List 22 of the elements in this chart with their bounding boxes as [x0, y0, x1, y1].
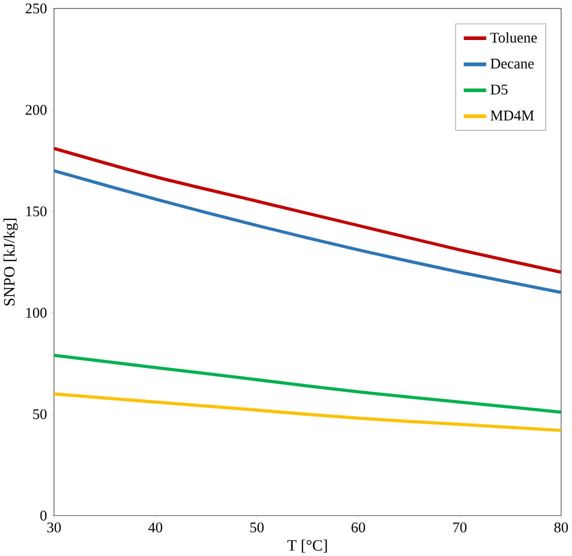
y-tick-label: 200 [26, 104, 47, 115]
y-axis-title: SNPO [kJ/kg] [4, 218, 18, 306]
y-tick-label: 0 [40, 510, 47, 521]
line-series [54, 392, 562, 432]
legend-label: D5 [490, 84, 508, 94]
x-axis-title: T [°C] [287, 540, 327, 553]
x-tick-label: 70 [453, 522, 467, 532]
y-tick-label: 50 [33, 409, 47, 420]
x-tick-label: 50 [250, 522, 264, 532]
line-series [54, 169, 562, 294]
y-tick-label: 250 [26, 3, 47, 14]
x-tick-label: 80 [554, 522, 568, 532]
legend-label: Decane [490, 58, 534, 68]
line-series [54, 146, 562, 274]
y-tick-label: 150 [26, 206, 47, 216]
line-series [54, 354, 562, 414]
y-tick-label: 100 [26, 308, 47, 318]
legend-label: MD4M [490, 110, 534, 120]
x-tick-label: 40 [148, 522, 162, 532]
legend-label: Toluene [490, 32, 537, 43]
x-tick-label: 30 [47, 522, 61, 532]
x-tick-label: 60 [352, 522, 366, 532]
